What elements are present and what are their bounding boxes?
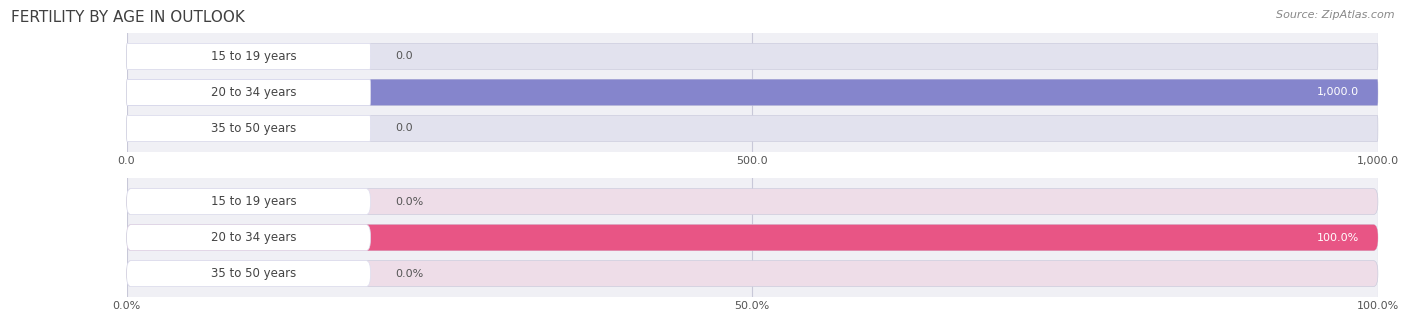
FancyBboxPatch shape [127,44,371,69]
FancyBboxPatch shape [127,80,1378,105]
Text: Source: ZipAtlas.com: Source: ZipAtlas.com [1277,10,1395,20]
Text: 0.0%: 0.0% [395,269,423,279]
FancyBboxPatch shape [127,115,1378,141]
Text: 100.0%: 100.0% [1317,233,1360,243]
Text: 20 to 34 years: 20 to 34 years [211,231,297,244]
Text: 35 to 50 years: 35 to 50 years [211,267,297,280]
Text: 0.0: 0.0 [395,51,413,61]
FancyBboxPatch shape [127,261,371,286]
Text: FERTILITY BY AGE IN OUTLOOK: FERTILITY BY AGE IN OUTLOOK [11,10,245,25]
Text: 0.0: 0.0 [395,123,413,133]
FancyBboxPatch shape [127,261,1378,286]
Text: 15 to 19 years: 15 to 19 years [211,195,297,208]
Text: 0.0%: 0.0% [395,197,423,207]
FancyBboxPatch shape [127,225,1378,250]
FancyBboxPatch shape [127,189,371,214]
FancyBboxPatch shape [127,225,1378,250]
Text: 1,000.0: 1,000.0 [1317,87,1360,97]
Text: 20 to 34 years: 20 to 34 years [211,86,297,99]
FancyBboxPatch shape [127,225,371,250]
FancyBboxPatch shape [127,115,371,141]
FancyBboxPatch shape [127,80,1378,105]
FancyBboxPatch shape [127,44,1378,69]
FancyBboxPatch shape [127,80,371,105]
FancyBboxPatch shape [127,189,1378,214]
Text: 15 to 19 years: 15 to 19 years [211,50,297,63]
Text: 35 to 50 years: 35 to 50 years [211,122,297,135]
